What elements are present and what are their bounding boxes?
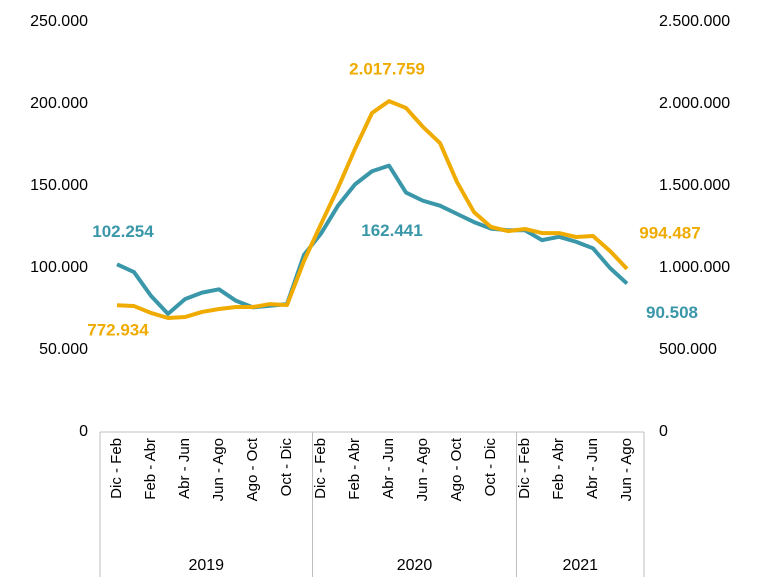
y-tick-label: 50.000 bbox=[39, 341, 88, 358]
series-line bbox=[116, 163, 629, 316]
y-tick-label: 150.000 bbox=[30, 177, 88, 194]
x-tick-label: Abr - Jun bbox=[176, 438, 193, 499]
y2-tick-label: 2.000.000 bbox=[659, 95, 730, 112]
value-label: 162.441 bbox=[361, 221, 422, 240]
value-label: 772.934 bbox=[87, 321, 149, 340]
x-tick-label: Ago - Oct bbox=[448, 437, 465, 501]
y-tick-label: 100.000 bbox=[30, 259, 88, 276]
y2-tick-label: 1.500.000 bbox=[659, 177, 730, 194]
group-label: 2020 bbox=[397, 557, 433, 574]
group-label: 2019 bbox=[188, 557, 224, 574]
y-tick-label: 250.000 bbox=[30, 13, 88, 30]
x-tick-label: Jun - Ago bbox=[414, 438, 431, 501]
x-tick-label: Abr - Jun bbox=[584, 438, 601, 499]
x-tick-label: Dic - Feb bbox=[108, 438, 125, 499]
x-tick-label: Oct - Dic bbox=[278, 438, 295, 497]
series-line bbox=[116, 99, 629, 321]
x-tick-label: Feb - Abr bbox=[550, 438, 567, 500]
value-label: 994.487 bbox=[639, 223, 700, 242]
y2-tick-label: 0 bbox=[659, 423, 668, 440]
group-label: 2021 bbox=[562, 557, 598, 574]
x-tick-label: Abr - Jun bbox=[380, 438, 397, 499]
y-tick-label: 0 bbox=[79, 423, 88, 440]
value-label: 2.017.759 bbox=[349, 60, 425, 79]
x-tick-label: Oct - Dic bbox=[482, 438, 499, 497]
x-tick-label: Ago - Oct bbox=[244, 437, 261, 501]
value-label: 90.508 bbox=[646, 303, 698, 322]
x-tick-label: Jun - Ago bbox=[618, 438, 635, 501]
y2-tick-label: 1.000.000 bbox=[659, 259, 730, 276]
value-label: 102.254 bbox=[92, 222, 154, 241]
y-tick-label: 200.000 bbox=[30, 95, 88, 112]
y2-tick-label: 500.000 bbox=[659, 341, 717, 358]
x-tick-label: Feb - Abr bbox=[346, 438, 363, 500]
x-tick-label: Dic - Feb bbox=[312, 438, 329, 499]
x-tick-label: Feb - Abr bbox=[142, 438, 159, 500]
x-tick-label: Jun - Ago bbox=[210, 438, 227, 501]
x-tick-label: Dic - Feb bbox=[516, 438, 533, 499]
y2-tick-label: 2.500.000 bbox=[659, 13, 730, 30]
